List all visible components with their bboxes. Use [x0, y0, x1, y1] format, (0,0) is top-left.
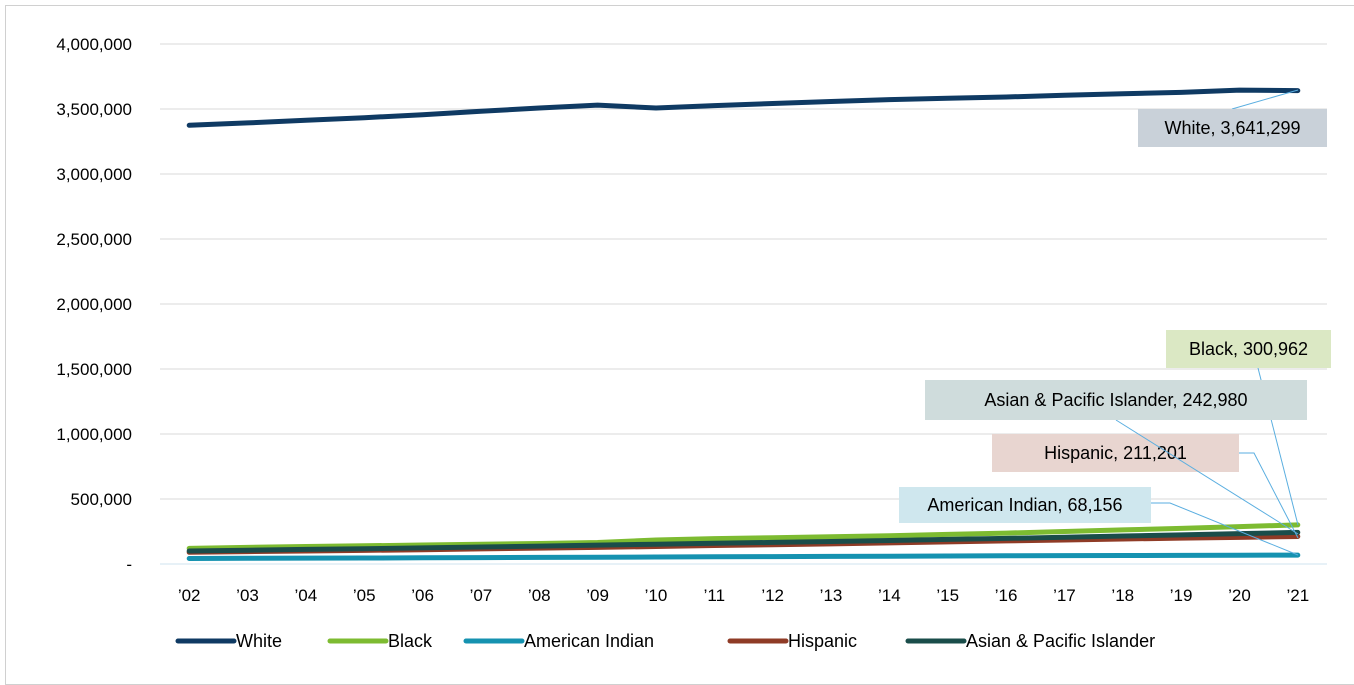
series-line: [186, 552, 1301, 561]
y-tick-label: 500,000: [71, 490, 132, 509]
legend-label: American Indian: [524, 631, 654, 651]
x-tick-label: ’14: [878, 586, 901, 605]
x-tick-label: ’04: [295, 586, 318, 605]
x-tick-label: ’05: [353, 586, 376, 605]
data-label: White, 3,641,299: [1164, 118, 1300, 138]
data-label: Hispanic, 211,201: [1044, 443, 1187, 463]
legend-label: Hispanic: [788, 631, 857, 651]
x-tick-label: ’12: [761, 586, 784, 605]
x-tick-label: ’20: [1228, 586, 1251, 605]
data-label: American Indian, 68,156: [927, 495, 1122, 515]
data-label-box: [925, 380, 1307, 420]
data-label: Black, 300,962: [1189, 339, 1308, 359]
data-label-box: [1166, 330, 1331, 368]
leader-line: [1239, 452, 1299, 539]
y-tick-label: 3,500,000: [56, 100, 132, 119]
x-tick-label: ’07: [470, 586, 493, 605]
data-label-box: [899, 487, 1151, 523]
series-line: [186, 529, 1301, 554]
series-line: [186, 522, 1301, 551]
leader-line: [1231, 89, 1299, 110]
legend-label: Asian & Pacific Islander: [966, 631, 1155, 651]
x-tick-label: ’03: [236, 586, 259, 605]
x-tick-label: ’17: [1053, 586, 1076, 605]
x-tick-label: ’15: [936, 586, 959, 605]
x-tick-label: ’19: [1170, 586, 1193, 605]
y-tick-label: 4,000,000: [56, 35, 132, 54]
y-tick-label: 2,000,000: [56, 295, 132, 314]
x-tick-label: ’16: [995, 586, 1018, 605]
leader-line: [1151, 502, 1299, 556]
y-tick-label: 1,500,000: [56, 360, 132, 379]
y-tick-label: 1,000,000: [56, 425, 132, 444]
y-tick-label: 2,500,000: [56, 230, 132, 249]
data-label: Asian & Pacific Islander, 242,980: [984, 390, 1247, 410]
x-tick-label: ’06: [411, 586, 434, 605]
x-tick-label: ’02: [178, 586, 201, 605]
x-tick-label: ’10: [645, 586, 668, 605]
series-line: [186, 87, 1301, 128]
data-label-box: [992, 434, 1239, 472]
x-tick-label: ’09: [586, 586, 609, 605]
leader-line: [1115, 419, 1299, 535]
x-tick-label: ’08: [528, 586, 551, 605]
x-tick-label: ’11: [704, 586, 725, 605]
x-tick-label: ’21: [1286, 586, 1309, 605]
x-tick-label: ’18: [1111, 586, 1134, 605]
legend-label: Black: [388, 631, 433, 651]
x-tick-label: ’13: [820, 586, 843, 605]
legend-label: White: [236, 631, 282, 651]
y-tick-label: -: [126, 555, 132, 574]
data-label-box: [1138, 109, 1327, 147]
y-tick-label: 3,000,000: [56, 165, 132, 184]
